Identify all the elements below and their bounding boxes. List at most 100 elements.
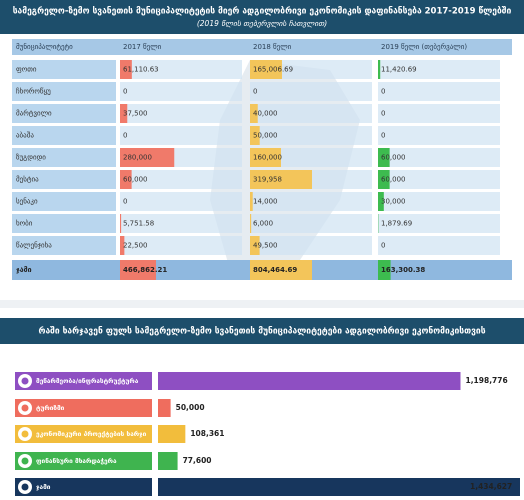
column-header: 2017 წელი — [123, 43, 162, 51]
row-label-bg — [12, 82, 116, 101]
bar — [378, 192, 384, 211]
value-label: 0 — [253, 88, 257, 96]
total-bar — [378, 260, 391, 280]
bar — [250, 214, 252, 233]
column-header: მუნიციპალიტეტი — [16, 43, 73, 51]
bar — [250, 236, 260, 255]
value-label: 0 — [381, 88, 385, 96]
category-bg — [15, 478, 152, 496]
row-label-bg — [12, 148, 116, 167]
value-label: 11,420.69 — [381, 66, 417, 74]
cell-bg — [250, 82, 372, 101]
category-label: ეკონომიკური პროექტების ხარჯი — [36, 430, 147, 438]
category-label: ჯამი — [36, 483, 51, 491]
value-label: 0 — [123, 88, 127, 96]
value-label: 49,500 — [253, 242, 278, 250]
cell-bg — [120, 60, 242, 79]
cell-bg — [378, 192, 500, 211]
title: რაში ხარჯავენ ფულს სამეგრელო-ზემო სვანეთ… — [38, 326, 485, 337]
icon-dot — [21, 457, 29, 465]
bar — [120, 60, 132, 79]
bar — [120, 170, 132, 189]
header-band — [0, 0, 524, 34]
cell-bg — [378, 60, 500, 79]
cell-bg — [378, 236, 500, 255]
value-label: 160,000 — [253, 154, 282, 162]
icon-dot — [21, 430, 29, 438]
value-label: 1,198,776 — [465, 376, 507, 385]
row-label: მარტვილი — [16, 109, 52, 118]
cell-bg — [250, 192, 372, 211]
bar — [120, 148, 175, 167]
bar — [250, 170, 312, 189]
value-label: 0 — [123, 132, 127, 140]
value-label: 60,000 — [381, 154, 406, 162]
bar — [158, 478, 520, 496]
cell-bg — [378, 104, 500, 123]
bar — [158, 425, 186, 443]
table-header — [12, 39, 512, 55]
category-bg — [15, 399, 152, 417]
category-bg — [15, 372, 152, 390]
row-label: ხობი — [16, 220, 33, 228]
cell-bg — [250, 214, 372, 233]
row-label: ზუგდიდი — [16, 154, 46, 162]
bar — [158, 452, 178, 470]
value-label: 319,958 — [253, 176, 282, 184]
row-label-bg — [12, 192, 116, 211]
bar — [250, 192, 253, 211]
value-label: 77,600 — [183, 456, 212, 465]
cell-bg — [120, 214, 242, 233]
value-label: 30,000 — [381, 198, 406, 206]
column-header: 2019 წელი (თებერვალი) — [381, 42, 467, 51]
icon-dot — [21, 404, 29, 412]
bar — [120, 104, 128, 123]
value-label: 0 — [381, 110, 385, 118]
bar — [250, 148, 282, 167]
cell-bg — [250, 104, 372, 123]
total-bar — [120, 260, 156, 280]
icon-dot — [21, 483, 29, 491]
cell-bg — [378, 126, 500, 145]
category-label: მეწარმეობა/ინფრასტრუქტურა — [36, 377, 139, 385]
value-label: 5,751.58 — [123, 220, 154, 228]
row-label-bg — [12, 170, 116, 189]
cell-bg — [120, 104, 242, 123]
subtitle: (2019 წლის თებერვლის ჩათვლით) — [197, 19, 327, 28]
category-bg — [15, 452, 152, 470]
cell-bg — [120, 170, 242, 189]
total-value-label: 804,464.69 — [253, 266, 297, 274]
bar — [120, 236, 125, 255]
value-label: 280,000 — [123, 154, 152, 162]
value-label: 108,361 — [190, 429, 224, 438]
value-label: 22,500 — [123, 242, 148, 250]
category-label: ფინანსური მხარდაჭერა — [36, 457, 117, 465]
value-label: 165,006.69 — [253, 66, 293, 74]
cell-bg — [120, 126, 242, 145]
cell-bg — [120, 192, 242, 211]
value-label: 50,000 — [253, 132, 278, 140]
row-label: სენაკი — [16, 198, 38, 206]
column-header: 2018 წელი — [253, 43, 292, 51]
row-label: ფოთი — [16, 66, 37, 74]
value-label: 1,879.69 — [381, 220, 412, 228]
bar — [378, 148, 390, 167]
row-label-bg — [12, 126, 116, 145]
cell-bg — [378, 170, 500, 189]
value-label: 0 — [123, 198, 127, 206]
row-label: აბაშა — [16, 132, 34, 140]
bar — [250, 126, 260, 145]
value-label: 14,000 — [253, 198, 278, 206]
bar — [158, 399, 171, 417]
cell-bg — [250, 126, 372, 145]
bar — [250, 60, 282, 79]
bar — [378, 170, 390, 189]
cell-bg — [378, 214, 500, 233]
total-value-label: 163,300.38 — [381, 266, 425, 274]
row-label: მესტია — [16, 176, 39, 184]
value-label: 6,000 — [253, 220, 273, 228]
value-label: 61,110.63 — [123, 66, 159, 74]
divider — [0, 300, 524, 308]
value-label: 60,000 — [123, 176, 148, 184]
